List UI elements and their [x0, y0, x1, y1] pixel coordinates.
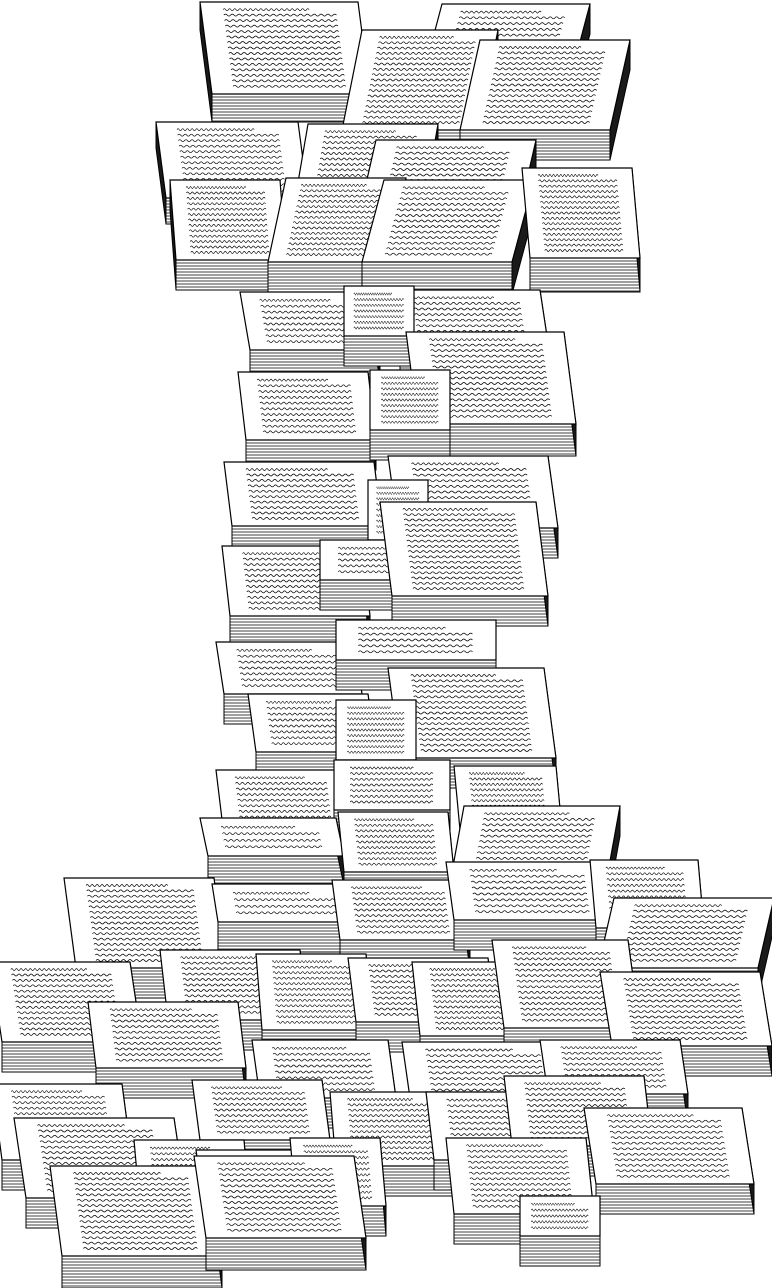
paper-stack — [379, 501, 549, 627]
paper-stack — [343, 285, 415, 367]
paper-stack — [519, 1195, 601, 1267]
paper-stack — [369, 369, 451, 461]
paper-stack — [237, 371, 377, 471]
paper-stack — [49, 1165, 223, 1288]
paper-stack — [199, 817, 345, 887]
paper-stack — [361, 179, 535, 295]
paper-stack — [521, 167, 641, 293]
paper-stack — [199, 1, 371, 123]
paper-stack — [445, 861, 615, 951]
paper-stack — [583, 1107, 755, 1215]
paper-stack — [193, 1155, 367, 1271]
paper-stack — [169, 179, 287, 291]
paper-stack — [405, 331, 577, 457]
